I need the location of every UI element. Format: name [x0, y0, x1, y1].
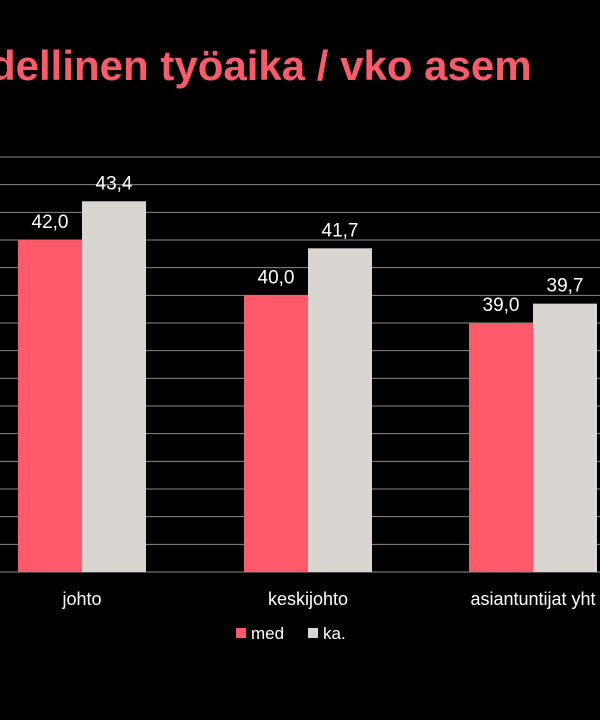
- legend-label: med: [251, 624, 284, 643]
- bar-med-0: [18, 240, 82, 572]
- data-label: 43,4: [96, 173, 133, 194]
- legend-swatch: [236, 628, 246, 638]
- bars: [18, 201, 597, 573]
- x-tick-label: johto: [61, 589, 101, 609]
- data-label: 40,0: [258, 267, 295, 288]
- x-tick-label: asiantuntijat yht: [470, 589, 595, 609]
- data-labels: 42,0 40,0 39,0 43,4 41,7 39,7: [32, 173, 584, 316]
- bar-med-1: [244, 295, 308, 572]
- x-axis-ticks: johto keskijohto asiantuntijat yht: [61, 589, 595, 609]
- bar-ka-1: [308, 248, 372, 573]
- data-label: 39,0: [483, 295, 520, 316]
- x-tick-label: keskijohto: [268, 589, 348, 609]
- legend: med ka.: [236, 624, 346, 643]
- legend-label: ka.: [323, 624, 346, 643]
- bar-ka-0: [82, 201, 146, 572]
- data-label: 39,7: [547, 276, 584, 297]
- data-label: 42,0: [32, 212, 69, 233]
- bar-med-2: [469, 323, 533, 572]
- bar-ka-2: [533, 303, 597, 572]
- chart-title: dellinen työaika / vko asem: [0, 42, 532, 89]
- data-label: 41,7: [322, 220, 359, 241]
- legend-swatch: [308, 628, 318, 638]
